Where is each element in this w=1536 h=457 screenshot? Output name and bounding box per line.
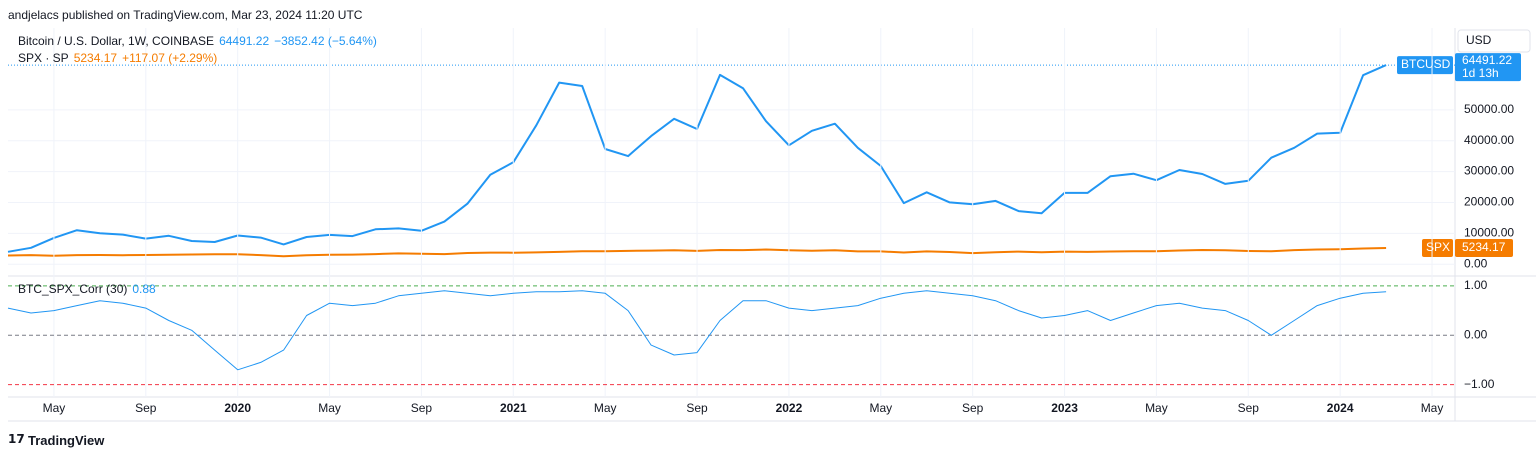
currency[interactable]: USD bbox=[1466, 33, 1492, 47]
y-tick-label: 0.00 bbox=[1464, 256, 1488, 270]
y-tick-label: −1.00 bbox=[1464, 377, 1495, 391]
countdown: 1d 13h bbox=[1462, 66, 1499, 80]
price-label bbox=[1455, 53, 1521, 82]
price-tag-name: BTCUSD bbox=[1401, 57, 1451, 71]
legend-btc: Bitcoin / U.S. Dollar, 1W, COINBASE 64491… bbox=[18, 34, 382, 48]
x-tick-label: May bbox=[869, 401, 892, 415]
x-tick-label: 2020 bbox=[224, 401, 251, 415]
legend-value: 5234.17 bbox=[73, 51, 118, 65]
y-tick-label: 30000.00 bbox=[1464, 164, 1514, 178]
y-tick-label: 50000.00 bbox=[1464, 102, 1514, 116]
legend-name: SPX · SP bbox=[18, 51, 69, 65]
header: andjelacs published on TradingView.com, … bbox=[8, 8, 363, 22]
x-tick-label: 2024 bbox=[1327, 401, 1354, 415]
footer: TradingView bbox=[28, 433, 105, 448]
price-tag bbox=[1397, 56, 1453, 75]
price-label-value: 5234.17 bbox=[1462, 240, 1506, 254]
logo-mark: 𝟭𝟳 bbox=[8, 432, 25, 446]
x-tick-label: 2023 bbox=[1051, 401, 1078, 415]
y-tick-label: 0.00 bbox=[1464, 327, 1488, 341]
x-tick-label: Sep bbox=[135, 401, 157, 415]
legend-value: 0.88 bbox=[132, 282, 156, 296]
x-tick-label: Sep bbox=[1238, 401, 1260, 415]
legend-name: BTC_SPX_Corr (30) bbox=[18, 282, 128, 296]
x-tick-label: May bbox=[1145, 401, 1168, 415]
legend-name: Bitcoin / U.S. Dollar, 1W, COINBASE bbox=[18, 34, 215, 48]
x-tick-label: Sep bbox=[411, 401, 433, 415]
price-tag-name: SPX bbox=[1426, 240, 1450, 254]
currency-box[interactable] bbox=[1457, 29, 1531, 53]
x-tick-label: Sep bbox=[962, 401, 984, 415]
price-label-value: 64491.22 bbox=[1462, 53, 1512, 67]
series-line bbox=[7, 290, 1387, 371]
legend-change: +117.07 (+2.29%) bbox=[122, 51, 218, 65]
price-tag bbox=[1422, 239, 1453, 258]
x-tick-label: Sep bbox=[686, 401, 708, 415]
x-tick-label: May bbox=[594, 401, 617, 415]
legend-value: 64491.22 bbox=[219, 34, 270, 48]
x-tick-label: 2021 bbox=[500, 401, 527, 415]
x-tick-label: May bbox=[318, 401, 341, 415]
x-tick-label: May bbox=[1421, 401, 1444, 415]
legend-spx: SPX · SP 5234.17 +117.07 (+2.29%) bbox=[18, 51, 222, 65]
price-label bbox=[1455, 239, 1513, 258]
y-tick-label: 1.00 bbox=[1464, 278, 1488, 292]
x-tick-label: May bbox=[43, 401, 66, 415]
y-tick-label: 20000.00 bbox=[1464, 195, 1514, 209]
legend-change: −3852.42 (−5.64%) bbox=[274, 34, 377, 48]
y-tick-label: 40000.00 bbox=[1464, 133, 1514, 147]
y-tick-label: 10000.00 bbox=[1464, 225, 1514, 239]
x-tick-label: 2022 bbox=[776, 401, 803, 415]
legend-corr: BTC_SPX_Corr (30) 0.88 bbox=[18, 282, 161, 296]
